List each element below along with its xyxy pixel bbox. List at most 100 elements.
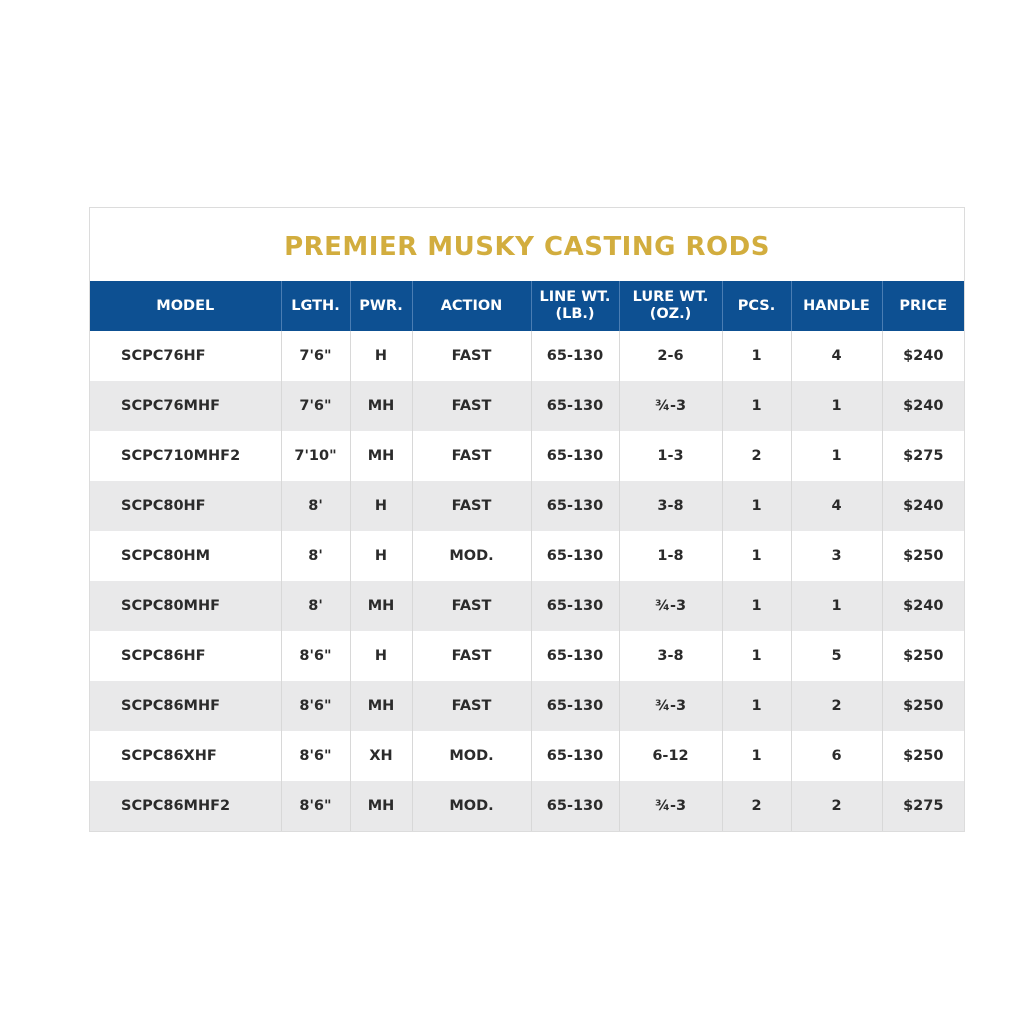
table-row: SCPC80HM 8' H MOD. 65-130 1-8 1 3 $250 [90,531,964,581]
column-header: LGTH. [280,281,350,331]
table-cell: MH [349,381,412,431]
table-cell: MOD. [411,531,531,581]
table-cell: $275 [881,781,964,831]
table-cell: FAST [411,681,531,731]
table-cell: 8' [280,581,350,631]
table-cell: H [349,331,412,381]
table-cell: $240 [881,331,964,381]
column-header: HANDLE [790,281,882,331]
column-header: PRICE [881,281,964,331]
table-cell: MH [349,431,412,481]
table-cell: 8' [280,531,350,581]
table-cell: FAST [411,381,531,431]
table-cell: 8'6" [280,681,350,731]
table-cell: $240 [881,381,964,431]
table-cell: 1 [721,681,791,731]
table-cell: H [349,481,412,531]
table-row: SCPC710MHF2 7'10" MH FAST 65-130 1-3 2 1 $275 [90,431,964,481]
table-cell: 2 [790,681,882,731]
table-cell: 1 [790,381,882,431]
table-cell: $250 [881,631,964,681]
table-cell: 65-130 [530,481,619,531]
table-cell: SCPC80MHF [90,581,281,631]
table-cell: FAST [411,431,531,481]
table-cell: SCPC710MHF2 [121,448,241,464]
table-cell: 3-8 [618,481,722,531]
table-row: SCPC86MHF2 8'6" MH MOD. 65-130 ¾-3 2 2 $275 [90,781,964,831]
table-cell: ¾-3 [618,781,722,831]
table-cell: MH [349,681,412,731]
table-row: SCPC86HF 8'6" H FAST 65-130 3-8 1 5 $250 [90,631,964,681]
table-cell: 2 [721,781,791,831]
table-cell: SCPC86MHF2 [90,781,281,831]
table-cell: 1 [721,381,791,431]
table-cell: 7'6" [280,331,350,381]
table-cell: $250 [881,731,964,781]
table-cell: XH [349,731,412,781]
column-header: PCS. [721,281,791,331]
spec-table-card: PREMIER MUSKY CASTING RODS MODEL LGTH. PWR… [89,207,965,832]
table-cell: FAST [411,631,531,681]
table-row: SCPC86XHF 8'6" XH MOD. 65-130 6-12 1 6 $250 [90,731,964,781]
table-cell: $275 [881,431,964,481]
column-header: LINE WT. (LB.) [530,281,619,331]
table-cell: 1 [721,581,791,631]
table-cell: SCPC86HF [121,648,206,664]
table-cell: 1 [790,581,882,631]
column-header: PWR. [349,281,412,331]
table-cell: 65-130 [530,331,619,381]
table-cell: H [349,531,412,581]
table-cell: SCPC76MHF [90,381,281,431]
table-cell: FAST [411,331,531,381]
table-cell: 8'6" [280,631,350,681]
table-cell: MOD. [411,781,531,831]
table-cell: 4 [790,481,882,531]
table-cell: $240 [881,481,964,531]
table-cell: 8'6" [280,781,350,831]
table-cell: 6-12 [618,731,722,781]
table-cell: 65-130 [530,631,619,681]
table-cell: 65-130 [530,431,619,481]
table-cell: SCPC80HF [90,481,281,531]
table-cell: 2 [790,781,882,831]
table-cell: FAST [411,481,531,531]
table-row: SCPC80HF 8' H FAST 65-130 3-8 1 4 $240 [90,481,964,531]
table-cell: 65-130 [530,531,619,581]
table-cell: 1 [721,631,791,681]
table-cell: 1 [721,331,791,381]
header-row: MODEL LGTH. PWR. ACTION LINE WT. (LB.) LURE W… [90,281,964,331]
column-header: ACTION [411,281,531,331]
table-cell: $240 [881,581,964,631]
table-cell: 8'6" [280,731,350,781]
table-cell: 65-130 [530,681,619,731]
table-cell: 3 [790,531,882,581]
table-cell: 3-8 [618,631,722,681]
spec-table: MODEL LGTH. PWR. ACTION LINE WT. (LB.) LURE W… [90,281,964,831]
table-cell: ¾-3 [618,581,722,631]
table-cell: 1-3 [618,431,722,481]
table-cell: SCPC80HM [121,548,211,564]
table-cell: MH [349,581,412,631]
table-cell: MOD. [411,731,531,781]
table-cell: 65-130 [530,381,619,431]
table-cell: $250 [881,531,964,581]
table-cell: 7'6" [280,381,350,431]
table-cell: SCPC86XHF [121,748,217,764]
table-row: SCPC86MHF 8'6" MH FAST 65-130 ¾-3 1 2 $250 [90,681,964,731]
table-cell: $250 [881,681,964,731]
table-cell: ¾-3 [618,381,722,431]
column-header: MODEL [90,281,281,331]
table-cell: 7'10" [280,431,350,481]
table-cell: 65-130 [530,581,619,631]
table-cell: 6 [790,731,882,781]
table-row: SCPC76HF 7'6" H FAST 65-130 2-6 1 4 $240 [90,331,964,381]
table-cell: SCPC76HF [121,348,206,364]
table-cell: 8' [280,481,350,531]
table-cell: FAST [411,581,531,631]
table-row: SCPC76MHF 7'6" MH FAST 65-130 ¾-3 1 1 $240 [90,381,964,431]
table-cell: SCPC86MHF [90,681,281,731]
table-cell: 65-130 [530,731,619,781]
table-cell: 1 [721,731,791,781]
table-cell: 2 [721,431,791,481]
table-cell: 1-8 [618,531,722,581]
